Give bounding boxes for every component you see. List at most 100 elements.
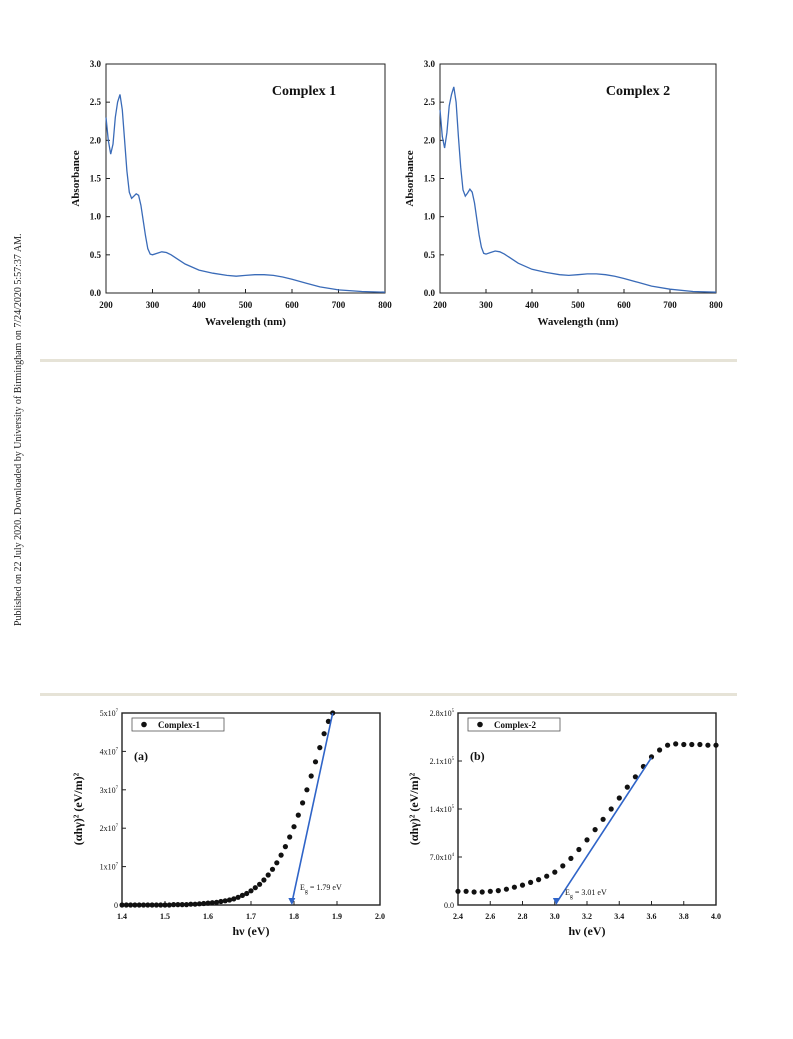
data-point [295,812,301,818]
y-tick-label: 2.0 [90,135,102,145]
y-tick-label: 0.0 [444,901,454,910]
data-point [235,894,241,900]
data-point [632,774,639,780]
x-tick-label: 700 [332,300,346,310]
y-axis-label: Absorbance [70,150,82,206]
x-tick-label: 2.4 [453,912,463,921]
x-tick-label: 1.7 [246,912,256,921]
data-point [231,896,237,902]
x-tick-label: 300 [479,300,493,310]
plot-frame [121,712,381,906]
data-point [257,881,263,887]
fit-arrowhead [552,898,560,905]
data-point [278,852,284,858]
y-tick-label: 0.0 [424,288,436,298]
x-tick-label: 1.8 [289,912,299,921]
data-point [132,902,138,908]
data-point [162,902,168,908]
y-tick-label: 1.5 [424,174,436,184]
data-point [291,824,297,830]
x-tick-label: 1.5 [160,912,170,921]
data-point [188,901,194,907]
y-tick-label: 3x107 [100,786,119,795]
data-point [239,892,245,899]
x-tick-label: 400 [525,300,539,310]
data-point [119,902,125,908]
data-point [214,899,220,905]
data-point [149,902,155,908]
legend-marker [477,721,483,728]
data-point [544,873,550,879]
data-point [136,902,142,908]
plot-frame [439,63,717,294]
data-point [600,816,606,822]
data-point [166,902,172,908]
x-tick-label: 200 [433,300,447,310]
data-point [248,888,254,894]
x-tick-label: 3.4 [614,912,624,921]
x-tick-label: 600 [285,300,299,310]
legend-label: Complex-2 [494,720,536,730]
plot-frame [105,63,386,294]
absorbance-line [439,86,717,293]
data-point [226,897,233,903]
data-point [269,866,276,872]
data-point [308,773,314,779]
chart-title: Complex 2 [606,84,670,99]
y-axis-label: Absorbance [404,150,416,206]
data-point [300,800,306,806]
x-axis-label: Wavelength (nm) [205,316,286,328]
legend-box [131,717,225,732]
data-point [179,902,185,908]
data-point [145,902,151,908]
data-point [536,877,542,883]
linear-fit-line [291,712,334,904]
data-point [697,741,703,748]
data-point [608,806,614,812]
data-point [192,901,198,907]
y-tick-label: 0.5 [90,250,102,260]
data-point [222,898,228,904]
data-point [495,888,501,894]
x-tick-label: 3.8 [679,912,689,921]
x-tick-label: 1.4 [117,912,127,921]
data-point [689,741,695,748]
data-point [503,886,509,892]
data-point [312,759,319,765]
legend-box [467,717,561,732]
data-point [471,889,477,895]
data-point [201,900,207,907]
data-point [218,898,224,905]
x-tick-label: 800 [378,300,392,310]
x-tick-label: 4.0 [711,912,721,921]
data-point [140,902,147,908]
data-point [321,731,327,737]
y-tick-label: 2.0 [424,135,436,145]
data-point [681,741,687,748]
plot-frame [457,712,717,906]
x-tick-label: 400 [192,300,206,310]
data-point [519,882,526,888]
y-tick-label: 2.5 [424,97,436,107]
x-tick-label: 600 [617,300,631,310]
linear-fit-line [555,757,653,904]
x-tick-label: 300 [146,300,160,310]
data-point [713,742,719,748]
x-tick-label: 800 [709,300,723,310]
data-point [560,863,566,869]
data-point [592,827,598,833]
data-point [673,741,679,747]
data-point [665,742,671,748]
data-point [325,718,331,725]
y-tick-label: 2.8x105 [430,709,455,718]
y-tick-label: 1.4x105 [430,805,455,814]
data-point [479,889,485,895]
data-point [205,900,211,906]
y-tick-label: 7.0x104 [430,853,455,862]
y-tick-label: 2.5 [90,97,102,107]
data-point [487,888,493,894]
data-point [511,884,517,890]
x-tick-label: 200 [99,300,113,310]
absorbance-line [105,94,386,293]
data-point [252,885,258,891]
